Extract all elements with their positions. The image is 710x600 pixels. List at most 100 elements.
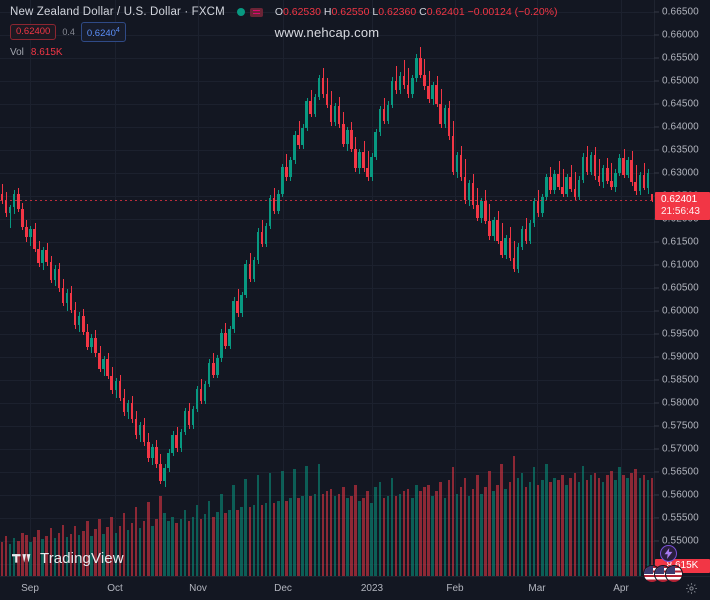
chart-pane[interactable] <box>0 0 654 576</box>
candle-wick <box>396 65 398 94</box>
volume-bar <box>378 482 382 576</box>
time-tick-label: Nov <box>189 583 207 594</box>
candle-body <box>45 250 48 263</box>
volume-bar <box>463 477 467 576</box>
price-tick-dash <box>654 172 659 174</box>
price-axis[interactable]: 0.66500 0.66000 0.65500 0.65000 0.64500 0.640… <box>654 0 710 576</box>
volume-label[interactable]: Vol <box>10 47 24 58</box>
gridline-horizontal <box>0 195 654 197</box>
candle-body <box>69 292 73 311</box>
candle-body <box>520 229 524 247</box>
candle-body <box>467 182 471 201</box>
volume-bar <box>597 477 601 576</box>
ask-price-badge[interactable]: 0.62404 <box>80 22 126 42</box>
candle-wick <box>367 150 369 182</box>
candle-body <box>545 177 548 197</box>
current-price-badge[interactable]: 0.62401 21:56:43 <box>655 192 710 221</box>
volume-bar <box>415 484 418 576</box>
price-tick-dash <box>654 333 659 335</box>
gridline-horizontal <box>0 311 654 313</box>
volume-bar <box>248 507 252 576</box>
volume-bar <box>614 480 617 576</box>
tradingview-logo[interactable]: TradingView <box>12 550 124 567</box>
candle-body <box>4 200 8 214</box>
spread-value: 0.4 <box>62 27 75 37</box>
candle-body <box>41 250 44 263</box>
time-axis[interactable]: Sep Oct Nov Dec 2023 Feb Mar Apr <box>0 576 710 600</box>
volume-bar <box>549 482 552 576</box>
volume-bar <box>65 537 69 576</box>
price-tick-label: 0.57500 <box>662 420 699 432</box>
flag-icon-3 <box>665 565 683 583</box>
candle-body <box>118 381 122 398</box>
candle-body <box>508 238 512 259</box>
series-status-icon <box>236 8 245 16</box>
candle-body <box>191 408 195 426</box>
candle-body <box>370 156 373 178</box>
lightning-bolt-icon[interactable] <box>660 545 677 562</box>
volume-value: 8.615K <box>30 47 63 58</box>
price-tick-label: 0.60000 <box>662 305 699 317</box>
candle-body <box>488 221 491 237</box>
gridline-horizontal <box>0 472 654 474</box>
volume-bar <box>333 496 337 576</box>
candle-body <box>398 76 402 90</box>
volume-bar <box>524 486 528 576</box>
volume-bar <box>488 470 491 576</box>
volume-bar <box>476 475 479 576</box>
indicator-badge-icon[interactable] <box>249 7 263 17</box>
price-tick-dash <box>654 425 659 427</box>
chart-settings-gear-icon[interactable] <box>685 582 698 595</box>
volume-bar <box>220 493 223 576</box>
volume-bar <box>244 478 247 576</box>
candle-body <box>346 130 349 145</box>
candle-body <box>451 135 455 172</box>
candle-body <box>301 127 304 146</box>
volume-bar <box>175 523 178 576</box>
volume-bar <box>528 482 532 576</box>
volume-bar <box>366 491 369 576</box>
candle-body <box>309 101 312 114</box>
currency-flags-group[interactable] <box>643 565 683 583</box>
candle-body <box>549 177 552 191</box>
price-tick-dash <box>654 287 659 289</box>
bid-price-badge[interactable]: 0.62400 <box>10 23 57 41</box>
volume-bar <box>134 507 138 576</box>
volume-bar <box>642 475 646 576</box>
price-tick-dash <box>654 126 659 128</box>
candle-wick <box>513 240 515 272</box>
candle-body <box>415 57 418 79</box>
volume-bar <box>232 484 235 576</box>
volume-bar <box>94 529 97 576</box>
volume-bar <box>45 536 48 576</box>
volume-bar <box>228 509 231 576</box>
candle-body <box>634 182 637 192</box>
candle-body <box>638 175 642 192</box>
volume-bar <box>390 477 394 576</box>
ask-price-value: 0.6240 <box>86 27 116 39</box>
price-tick-dash <box>654 402 659 404</box>
volume-bar <box>329 489 333 576</box>
volume-bar <box>309 496 312 576</box>
gridline-vertical <box>198 0 199 576</box>
low-value: 0.62360 <box>378 6 417 18</box>
price-tick-label: 0.66000 <box>662 29 699 41</box>
candle-body <box>528 223 532 241</box>
volume-bar <box>216 512 219 576</box>
price-tick-dash <box>654 356 659 358</box>
candle-body <box>199 389 203 401</box>
price-tick-label: 0.58000 <box>662 397 699 409</box>
candle-body <box>358 152 361 169</box>
price-tick-dash <box>654 471 659 473</box>
candle-body <box>362 152 365 169</box>
candle-body <box>21 208 24 228</box>
volume-bar <box>610 470 613 576</box>
symbol-title[interactable]: New Zealand Dollar / U.S. Dollar · FXCM <box>10 6 225 18</box>
volume-bar <box>545 464 548 576</box>
volume-bar <box>634 468 637 576</box>
candle-body <box>561 186 564 194</box>
candle-body <box>281 167 284 194</box>
candle-body <box>90 337 93 347</box>
volume-bar <box>12 538 16 576</box>
candle-body <box>614 172 617 187</box>
